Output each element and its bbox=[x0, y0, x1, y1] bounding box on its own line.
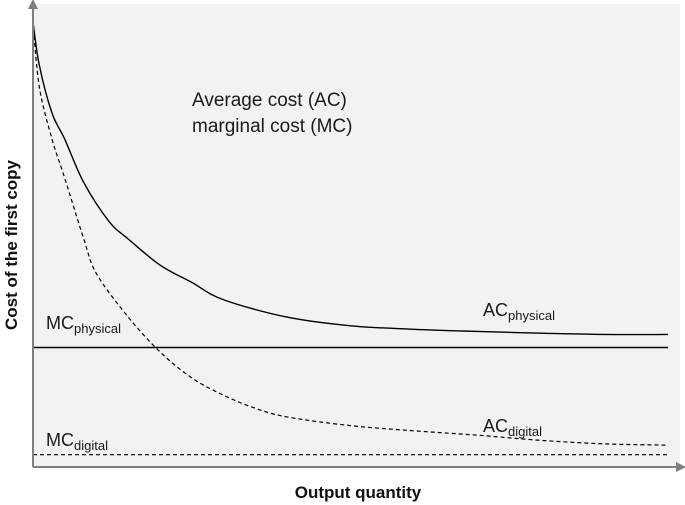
y-axis-title: Cost of the first copy bbox=[2, 159, 21, 330]
plot-area bbox=[33, 4, 680, 467]
label-ac-physical-sub: physical bbox=[508, 308, 555, 323]
series-ac-physical-line bbox=[32, 21, 669, 336]
label-ac-digital-sub: digital bbox=[508, 424, 542, 439]
label-mc-digital-sub: digital bbox=[74, 438, 108, 453]
label-mc-physical: MCphysical bbox=[46, 313, 121, 336]
label-mc-digital-main: MC bbox=[46, 430, 74, 450]
label-ac-physical-main: AC bbox=[483, 300, 508, 320]
label-mc-physical-sub: physical bbox=[74, 321, 121, 336]
annotation-line-1: Average cost (AC) bbox=[192, 90, 347, 111]
label-ac-physical: ACphysical bbox=[483, 300, 555, 323]
annotation-line-2: marginal cost (MC) bbox=[192, 116, 352, 137]
series-layer bbox=[32, 21, 669, 456]
label-mc-digital: MCdigital bbox=[46, 430, 108, 453]
series-ac-digital-line bbox=[32, 21, 669, 446]
label-ac-digital-main: AC bbox=[483, 416, 508, 436]
x-axis-title: Output quantity bbox=[295, 483, 422, 502]
label-mc-physical-main: MC bbox=[46, 313, 74, 333]
label-ac-digital: ACdigital bbox=[483, 416, 542, 439]
